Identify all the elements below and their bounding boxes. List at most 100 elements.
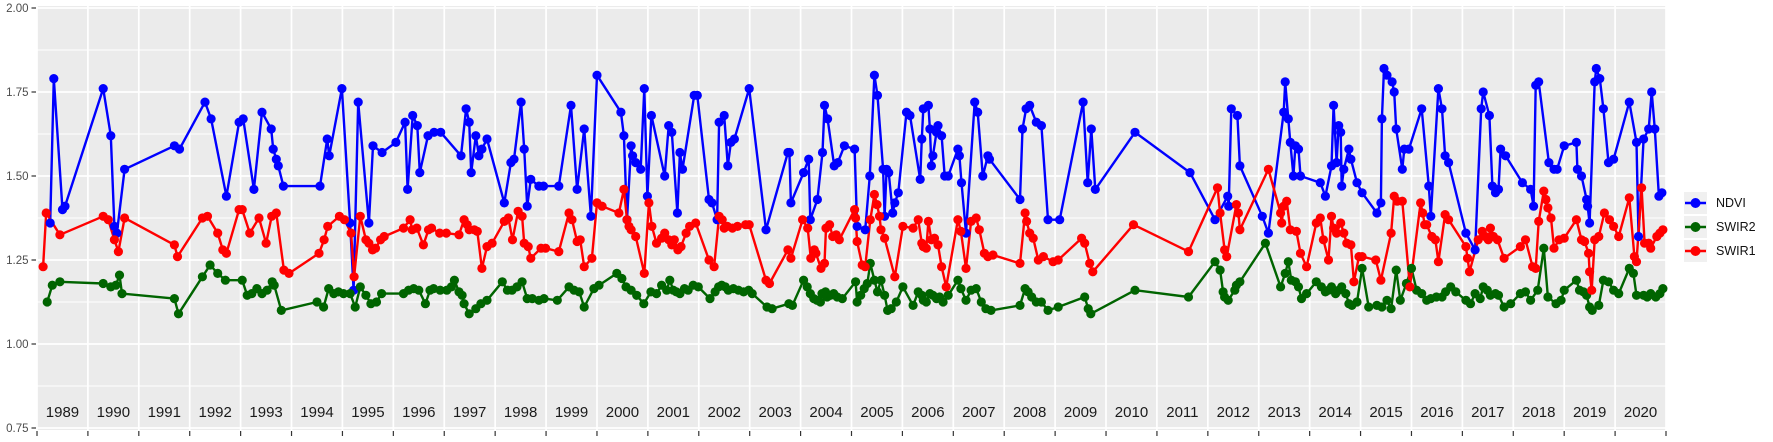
y-tick-label: 1.50 — [6, 171, 28, 183]
ndvi-point — [1226, 104, 1236, 114]
swir2-point — [1587, 305, 1597, 315]
ndvi-point — [646, 110, 657, 121]
ndvi-point — [1576, 171, 1587, 181]
swir1-point — [103, 215, 113, 225]
ndvi-point — [429, 127, 439, 137]
swir1-point — [1376, 275, 1386, 285]
swir1-point — [379, 231, 389, 242]
ndvi-point — [937, 131, 947, 141]
swir1-point — [213, 228, 223, 238]
swir2-point — [205, 260, 215, 270]
swir2-point — [787, 300, 798, 310]
swir1-point — [639, 268, 649, 278]
swir2-point — [1280, 268, 1290, 278]
ndvi-point — [1433, 84, 1443, 94]
swir2-point — [1382, 295, 1392, 305]
x-year-label: 2012 — [1217, 404, 1250, 421]
ndvi-point — [675, 147, 685, 158]
ndvi-point — [1595, 74, 1605, 84]
swir1-point — [691, 218, 701, 228]
x-year-label: 2015 — [1369, 404, 1402, 421]
swir1-point — [614, 208, 624, 218]
swir2-point — [1559, 285, 1569, 295]
ndvi-point — [1036, 121, 1046, 131]
swir1-point — [1515, 242, 1525, 252]
swir1-point — [517, 211, 527, 221]
ndvi-point — [477, 144, 487, 154]
x-year-label: 2016 — [1420, 404, 1453, 421]
swir1-point — [913, 215, 923, 225]
ndvi-point — [509, 154, 519, 164]
swir2-point — [1465, 299, 1476, 309]
swir1-point — [1371, 255, 1381, 265]
ndvi-point — [956, 178, 967, 188]
swir1-point — [923, 216, 934, 226]
ndvi-point — [322, 134, 332, 144]
x-year-label: 1996 — [402, 404, 435, 421]
ndvi-point — [315, 181, 325, 191]
swir1-point — [1546, 213, 1556, 223]
swir1-point — [1233, 208, 1243, 218]
legend-key-swir1-icon — [1684, 240, 1707, 262]
swir1-point — [339, 215, 350, 225]
swir2-point — [552, 295, 562, 305]
swir1-point — [1461, 242, 1471, 252]
swir1-point — [405, 215, 415, 225]
legend-label-ndvi: NDVI — [1716, 196, 1746, 210]
swir2-point — [851, 277, 861, 287]
swir1-point — [1291, 226, 1301, 236]
ndvi-point — [1647, 87, 1657, 97]
swir1-point — [1580, 236, 1590, 247]
swir2-point — [312, 297, 322, 307]
swir2-point — [876, 275, 886, 285]
swir1-point — [1339, 228, 1349, 238]
swir1-point — [1637, 183, 1647, 193]
ndvi-point — [522, 201, 532, 211]
ndvi-point — [1083, 178, 1093, 188]
swir2-point — [1543, 292, 1553, 302]
swir2-point — [517, 277, 527, 287]
swir2-point — [574, 287, 584, 297]
swir1-point — [172, 252, 183, 262]
ndvi-point — [978, 171, 988, 181]
ndvi-point — [1496, 144, 1506, 154]
ndvi-point — [973, 107, 983, 117]
ndvi-point — [1657, 188, 1667, 198]
ndvi-point — [1585, 218, 1595, 228]
swir2-point — [1015, 300, 1025, 310]
swir1-point — [271, 208, 281, 218]
ndvi-point — [1329, 100, 1339, 110]
ndvi-point — [1336, 127, 1346, 137]
swir1-point — [526, 253, 536, 263]
ndvi-point — [1224, 201, 1234, 211]
swir1-point — [1263, 164, 1273, 174]
ndvi-point — [677, 164, 688, 174]
x-year-label: 2000 — [606, 404, 639, 421]
swir2-point — [1276, 282, 1286, 292]
swir1-point — [876, 225, 886, 235]
ndvi-point — [579, 124, 589, 134]
legend-label-swir2: SWIR2 — [1716, 220, 1756, 234]
ndvi-point — [1025, 100, 1035, 110]
ndvi-point — [1015, 194, 1025, 205]
ndvi-point — [1426, 211, 1436, 221]
swir1-point — [933, 240, 943, 250]
swir2-point — [1183, 292, 1194, 302]
ndvi-point — [268, 144, 278, 154]
swir2-point — [1451, 287, 1461, 297]
x-year-label: 1990 — [97, 404, 130, 421]
swir1-point — [1235, 225, 1245, 235]
ndvi-point — [412, 121, 422, 131]
swir1-point — [1614, 231, 1624, 242]
ndvi-point — [1437, 104, 1447, 114]
x-year-label: 2011 — [1166, 404, 1198, 421]
swir2-point — [976, 297, 986, 307]
ndvi-point — [1332, 158, 1342, 168]
ndvi-point — [1263, 228, 1273, 238]
swir1-point — [631, 231, 641, 242]
x-year-label: 2010 — [1115, 404, 1148, 421]
swir1-point — [237, 205, 247, 215]
swir2-point — [457, 290, 467, 300]
ndvi-point — [174, 144, 185, 154]
ndvi-point — [273, 161, 283, 171]
